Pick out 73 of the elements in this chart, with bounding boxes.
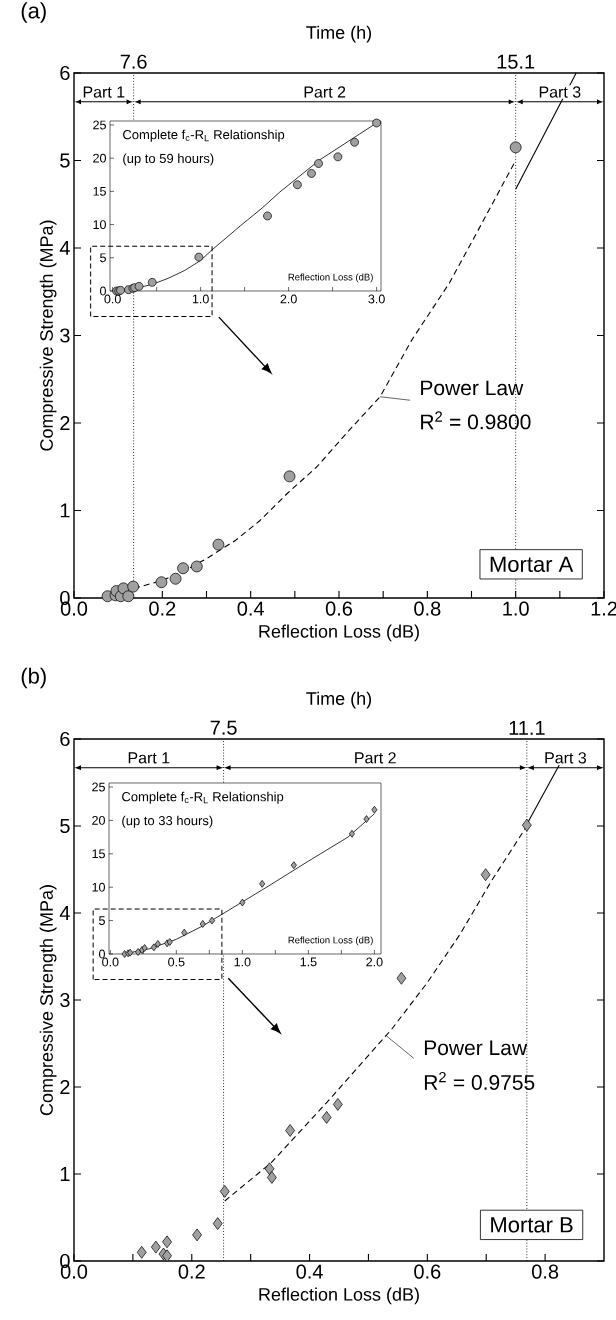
y-tick-label: 6 [60, 65, 70, 81]
x2-axis-title: Time (h) [306, 691, 372, 709]
x-tick-label: 1.0 [192, 294, 209, 304]
x-tick-label: 0.5 [168, 957, 185, 967]
y-tick-label: 3 [60, 992, 70, 1008]
annotation: Part 2 [304, 86, 346, 98]
annotation: Part 1 [128, 752, 170, 764]
annotation: R$^{2}$ = 0.9755 [424, 1071, 535, 1090]
y-tick-label: 2 [60, 1080, 70, 1094]
text: (b) [21, 667, 46, 689]
y-tick-label: 0 [100, 286, 106, 296]
x-tick-label: 0.4 [296, 1264, 323, 1279]
x-tick-label: 3.0 [368, 294, 385, 304]
x-tick-label: 0.8 [531, 1264, 559, 1279]
y-tick-label: 5 [60, 819, 70, 833]
x-axis-title: Reflection Loss (dB) [288, 936, 373, 946]
x-tick-label: 0.6 [325, 601, 353, 616]
y-axis-title: Compressive Strength (MPa) [39, 220, 57, 451]
y-tick-label: 25 [92, 782, 105, 792]
annotation: Part 1 [83, 86, 125, 98]
y-tick-label: 1 [60, 1167, 70, 1181]
text: 7.5 [210, 720, 237, 735]
x-tick-label: 1.0 [503, 601, 529, 616]
annotation: Power Law [424, 1040, 528, 1056]
x-tick-label: 1.5 [300, 957, 317, 967]
x-axis-title: Reflection Loss (dB) [259, 1287, 419, 1305]
text: (up to 59 hours) [123, 153, 214, 166]
y-tick-label: 4 [59, 906, 70, 920]
text: (up to 33 hours) [122, 815, 213, 828]
x2-axis-title: Time (h) [306, 25, 372, 43]
annotation: Part 2 [355, 752, 396, 764]
y-tick-label: 2 [60, 416, 70, 430]
y-tick-label: 5 [99, 916, 105, 925]
y-tick-label: 10 [92, 882, 105, 892]
y-tick-label: 20 [93, 153, 106, 163]
x-tick-label: 0.2 [178, 1264, 205, 1279]
x-tick-label: 0.6 [414, 1264, 441, 1279]
y-tick-label: 3 [60, 328, 70, 343]
y-tick-label: 6 [60, 731, 70, 747]
x-axis-title: Reflection Loss (dB) [259, 624, 419, 642]
x-axis-title: Reflection Loss (dB) [288, 273, 373, 283]
y-tick-label: 15 [93, 187, 106, 196]
y-tick-label: 1 [60, 503, 70, 518]
y-tick-label: 0 [99, 949, 105, 959]
annotation: Mortar B [491, 1217, 573, 1233]
x-tick-label: 0.2 [149, 601, 176, 616]
annotation: Part 3 [539, 86, 581, 98]
text: 11.1 [509, 721, 545, 735]
text: (a) [21, 2, 46, 23]
y-tick-label: 4 [59, 241, 70, 255]
text: 15.1 [497, 54, 535, 69]
y-tick-label: 15 [92, 849, 105, 859]
y-tick-label: 25 [93, 120, 106, 130]
x-tick-label: 2.0 [280, 294, 297, 304]
x-tick-label: 1.2 [591, 601, 616, 616]
text: Complete f$_{c}$-R$_{L}$ Relationship [123, 129, 285, 142]
y-tick-label: 5 [60, 153, 70, 168]
x-tick-label: 0.8 [414, 601, 441, 616]
y-tick-label: 5 [100, 253, 106, 263]
x-tick-label: 0.0 [102, 957, 119, 967]
text: 7.6 [120, 54, 147, 69]
x-tick-label: 0.4 [237, 601, 264, 616]
y-tick-label: 10 [93, 220, 106, 230]
x-tick-label: 0.0 [104, 294, 121, 304]
annotation: R$^{2}$ = 0.9800 [421, 411, 531, 430]
annotation: Mortar A [490, 556, 574, 572]
y-tick-label: 20 [92, 815, 105, 825]
text: Complete f$_{c}$-R$_{L}$ Relationship [122, 791, 284, 804]
annotation: Power Law [421, 380, 524, 396]
x-tick-label: 2.0 [366, 957, 383, 967]
x-tick-label: 1.0 [234, 957, 251, 967]
y-axis-title: Compressive Strength (MPa) [39, 885, 57, 1116]
annotation: Part 3 [545, 752, 587, 764]
